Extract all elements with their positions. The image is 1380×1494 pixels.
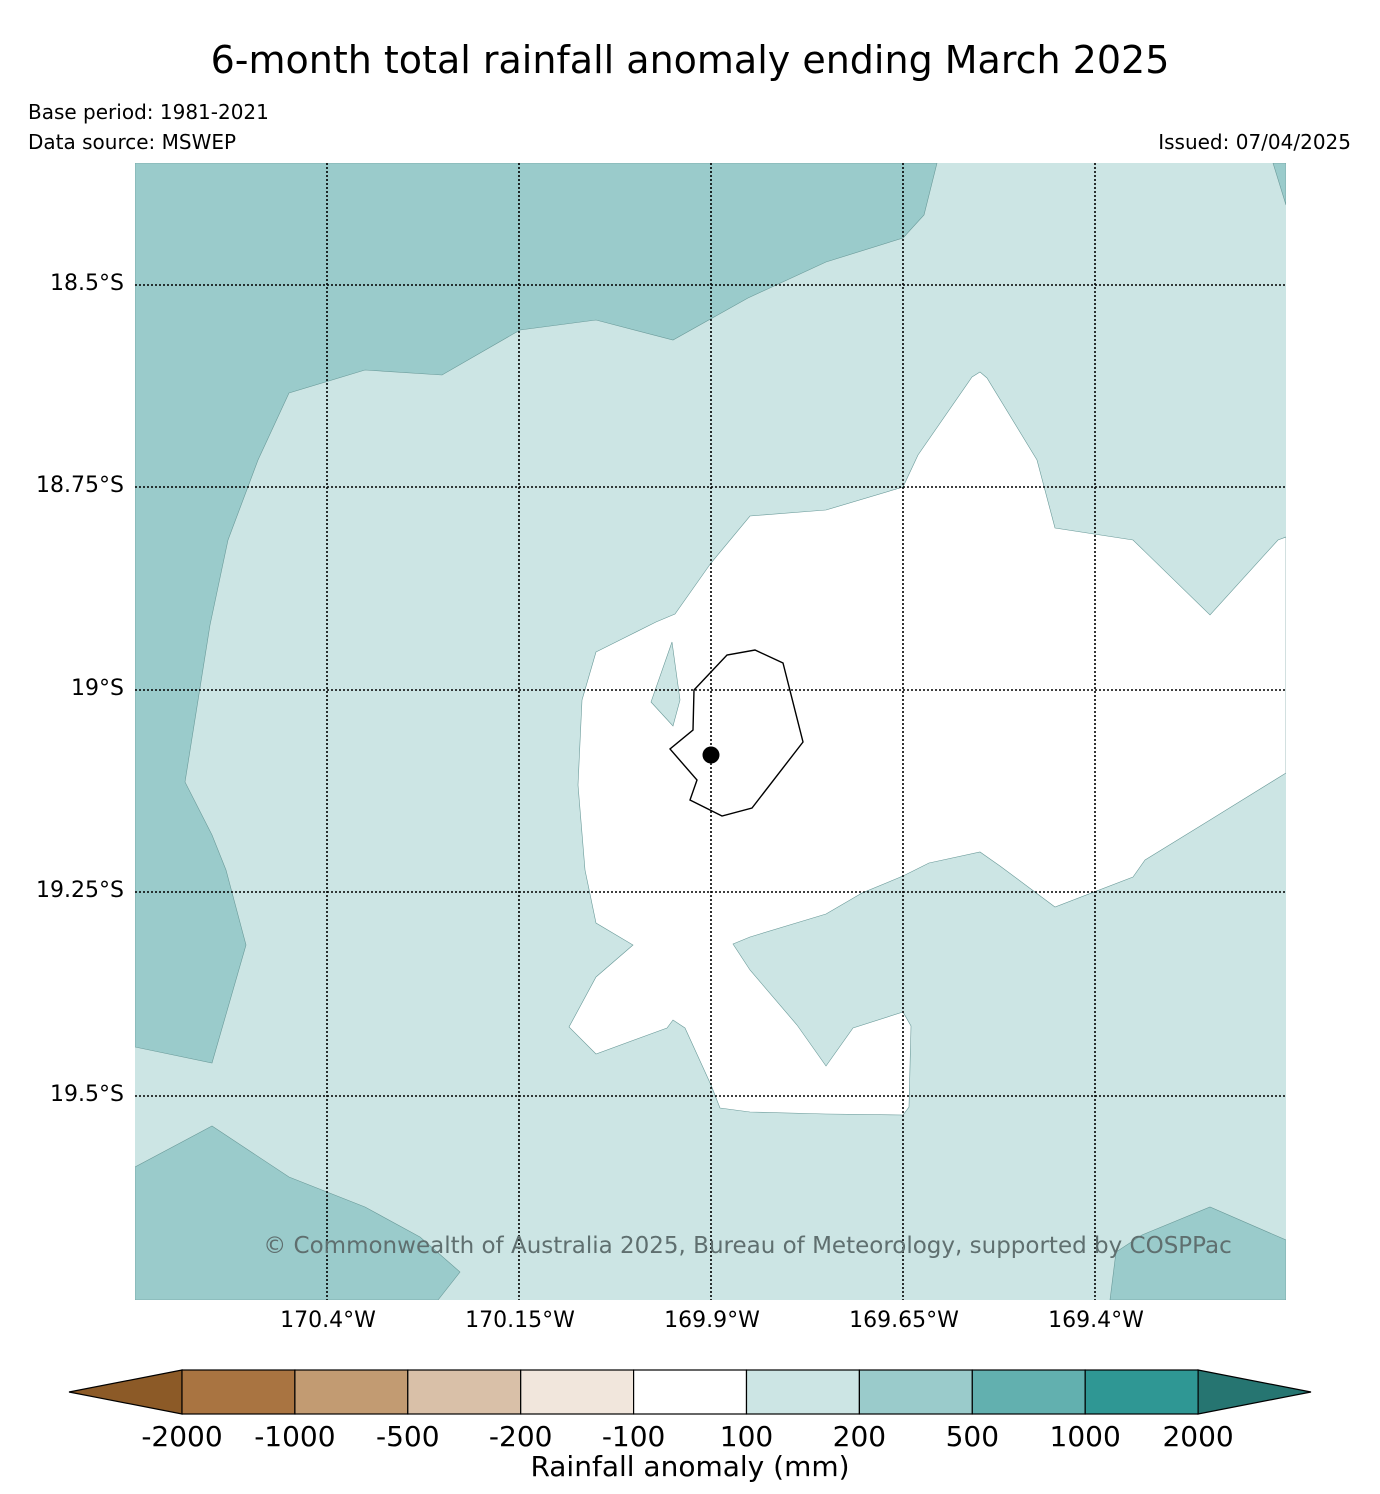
colorbar-tick-label: 100: [719, 1420, 774, 1453]
graticule: [135, 163, 1286, 1300]
colorbar-tick-label: 2000: [1162, 1420, 1234, 1453]
colorbar-title: Rainfall anomaly (mm): [530, 1450, 850, 1483]
lat-label-18.75: 18.75°S: [36, 473, 124, 498]
lon-label-169.9: 169.9°W: [664, 1308, 760, 1333]
colorbar-segment: [181, 1369, 296, 1415]
colorbar-tick-label: 1000: [1049, 1420, 1121, 1453]
lat-label-19.25: 19.25°S: [36, 878, 124, 903]
lon-label-169.4: 169.4°W: [1048, 1308, 1144, 1333]
anomaly-region-200-500-southwest: [135, 1125, 461, 1300]
colorbar-segment: [294, 1369, 409, 1415]
anomaly-region-200-500-northwest: [135, 163, 938, 1064]
anomaly-region-neutral: [568, 371, 1286, 1116]
anomaly-region-100-200-patch: [650, 641, 681, 727]
colorbar-tick-label: -200: [488, 1420, 553, 1453]
colorbar-segment: [1084, 1369, 1199, 1415]
map-title: 6-month total rainfall anomaly ending Ma…: [210, 38, 1170, 82]
colorbar-tick-label: -1000: [254, 1420, 336, 1453]
lat-label-19.5: 19.5°S: [50, 1082, 124, 1107]
lon-label-170.15: 170.15°W: [465, 1308, 575, 1333]
colorbar-tick-label: -100: [601, 1420, 666, 1453]
colorbar-segment: [520, 1369, 635, 1415]
colorbar-tick-label: -2000: [141, 1420, 223, 1453]
colorbar-segment: [632, 1369, 748, 1415]
anomaly-region-200-500-northeast: [1272, 163, 1286, 206]
lon-label-169.65: 169.65°W: [849, 1308, 959, 1333]
location-marker: [702, 746, 720, 764]
colorbar-segment: [407, 1369, 522, 1415]
anomaly-region-200-500-southeast: [1109, 1206, 1286, 1300]
base-period-text: Base period: 1981-2021: [28, 100, 269, 124]
colorbar: [68, 1369, 1312, 1415]
colorbar-segment: [745, 1369, 861, 1415]
lat-label-18.5: 18.5°S: [50, 271, 124, 296]
island-coastline: [669, 649, 804, 817]
colorbar-segment: [971, 1369, 1086, 1415]
colorbar-extend-high: [1197, 1369, 1312, 1415]
lon-label-170.4: 170.4°W: [280, 1308, 376, 1333]
issued-date-text: Issued: 07/04/2025: [1158, 130, 1351, 154]
colorbar-tick-label: 500: [945, 1420, 1000, 1453]
colorbar-tick-label: -500: [376, 1420, 440, 1453]
lat-label-19: 19°S: [71, 676, 124, 701]
colorbar-extend-low: [68, 1369, 183, 1415]
copyright-notice: © Commonwealth of Australia 2025, Bureau…: [263, 1233, 1232, 1259]
data-source-text: Data source: MSWEP: [28, 130, 237, 154]
colorbar-tick-label: 200: [832, 1420, 887, 1453]
colorbar-segment: [858, 1369, 973, 1415]
